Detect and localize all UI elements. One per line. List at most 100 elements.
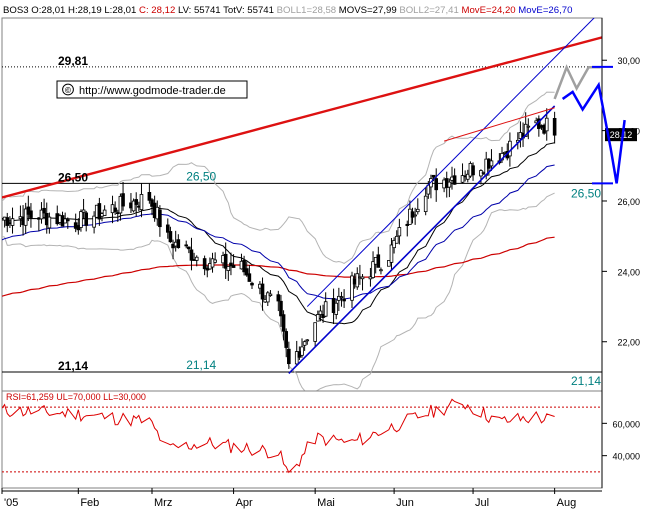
candle-body (523, 123, 528, 137)
candle-body (294, 351, 299, 365)
axis-level-tag-21-14: 21,14 (571, 374, 601, 388)
candle-body (371, 261, 375, 278)
candle-body (202, 258, 207, 270)
candle-body (176, 239, 181, 249)
candle-body (300, 346, 304, 356)
support-trendline (288, 105, 556, 374)
candle-body (350, 275, 354, 301)
header-field: C: 28,12 (136, 5, 175, 16)
candle-body (544, 117, 549, 132)
header-field: MovE=24,20 (459, 5, 516, 16)
bollinger-lower-line (2, 192, 555, 391)
header-field: BOLL1=28,58 (274, 5, 336, 16)
candle-body (465, 173, 470, 180)
candle-body (452, 175, 457, 185)
candle-body (79, 211, 83, 228)
header-bar (0, 0, 645, 18)
candle-body (42, 207, 46, 214)
rsi-label: RSI=61,259 UL=70,000 LL=30,000 (6, 392, 146, 402)
header-field: LV: 55741 TotV: 55741 (175, 5, 274, 16)
candle-body (376, 254, 381, 268)
candle-body (360, 276, 365, 280)
candle-body (189, 249, 194, 261)
candle-body (134, 199, 139, 205)
header-field: BOS3 O:28,01 H:28,19 L:28,01 (3, 5, 136, 16)
candle-body (23, 208, 28, 226)
candle-body (337, 295, 341, 301)
candle-body (394, 235, 399, 244)
candle-body (226, 266, 231, 271)
candle-body (265, 292, 270, 303)
projection-blue-path (561, 81, 626, 184)
candle-body (231, 265, 236, 268)
candle-body (318, 310, 323, 315)
rsi-line (2, 398, 555, 474)
ema-long-line (2, 236, 555, 297)
candle-body (397, 227, 402, 237)
candle-body (323, 301, 328, 317)
last-price-box (605, 128, 637, 142)
candle-body (97, 203, 102, 220)
candle-body (379, 269, 383, 272)
level-label: 21,14 (58, 359, 88, 373)
candle-body (392, 239, 396, 249)
candle-body (244, 268, 249, 276)
candle-body (313, 322, 317, 342)
candle-body (526, 125, 531, 128)
level-tag-21-14: 21,14 (186, 358, 216, 372)
candle-body (405, 223, 410, 226)
time-tick-label: Apr (236, 497, 253, 509)
channel-upper-line (306, 18, 595, 307)
candle-body (102, 209, 107, 216)
header-quote-line: BOS3 O:28,01 H:28,19 L:28,01 C: 28,12 LV… (3, 5, 572, 16)
candle-body (39, 209, 44, 220)
time-tick-label: Aug (557, 497, 577, 509)
candle-body (471, 165, 475, 176)
candle-body (5, 217, 10, 226)
candle-body (131, 200, 136, 212)
candle-body (139, 194, 144, 210)
level-label: 26,50 (58, 170, 88, 184)
candle-body (334, 302, 339, 315)
candle-body (260, 283, 265, 300)
time-axis: '05 Feb Mrz Apr Mai Jun Jul Aug (1, 488, 602, 509)
candle-body (113, 207, 117, 212)
upper-red-line (443, 107, 555, 142)
time-tick-label: Jun (396, 497, 414, 509)
time-tick-label: Mai (317, 497, 335, 509)
price-tick-label: 24,00 (617, 267, 640, 277)
candle-body (187, 246, 191, 250)
candle-body (242, 259, 246, 273)
level-tag-26-50: 26,50 (186, 169, 216, 183)
candle-body (29, 210, 33, 218)
candle-body (247, 273, 252, 282)
candle-body (268, 293, 273, 296)
candle-body (413, 214, 417, 217)
rsi-tick-label: 40,000 (612, 452, 640, 462)
candle-body (276, 294, 281, 302)
candle-body (210, 258, 215, 268)
price-tick-label: 22,00 (617, 338, 640, 348)
candle-body (194, 256, 199, 261)
candle-body (121, 193, 125, 207)
candle-body (460, 175, 465, 183)
candle-body (65, 219, 70, 222)
axis-level-tag-26-50: 26,50 (571, 186, 601, 200)
candle-body (355, 273, 360, 288)
candle-body (315, 314, 320, 322)
candle-body (342, 298, 346, 302)
candle-body (302, 341, 307, 346)
candle-body (158, 209, 162, 228)
price-panel: 26,50 21,14 (1, 17, 603, 392)
candle-body (223, 253, 228, 269)
candle-body (447, 181, 452, 188)
header-field: BOLL2=27,41 (397, 5, 459, 16)
candle-body (552, 118, 557, 136)
candle-body (250, 282, 254, 286)
candle-body (415, 208, 420, 213)
rsi-panel: RSI=61,259 UL=70,000 LL=30,000 (1, 390, 603, 489)
candle-body (168, 231, 173, 243)
candle-body (92, 215, 96, 228)
candle-body (81, 209, 86, 213)
